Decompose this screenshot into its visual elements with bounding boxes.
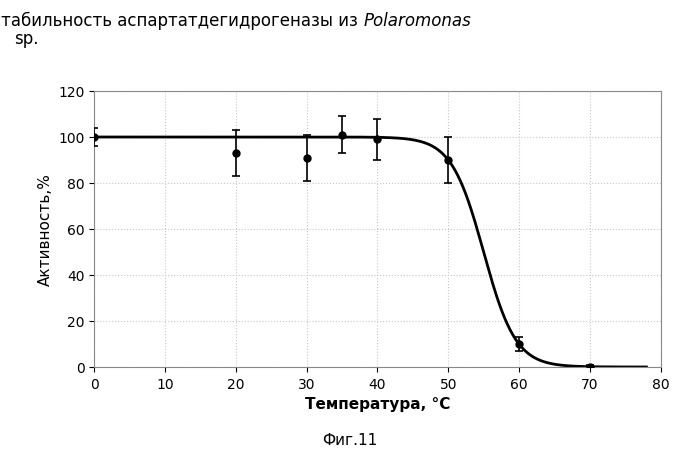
Text: Фиг.11: Фиг.11 [322, 432, 377, 448]
Y-axis label: Активность,%: Активность,% [38, 173, 52, 286]
X-axis label: Температура, °C: Температура, °C [305, 397, 450, 411]
Text: Polaromonas: Polaromonas [363, 11, 471, 29]
Text: Влияние температуры на стабильность аспартатдегидрогеназы из: Влияние температуры на стабильность аспа… [0, 11, 363, 30]
Text: sp.: sp. [14, 30, 38, 48]
